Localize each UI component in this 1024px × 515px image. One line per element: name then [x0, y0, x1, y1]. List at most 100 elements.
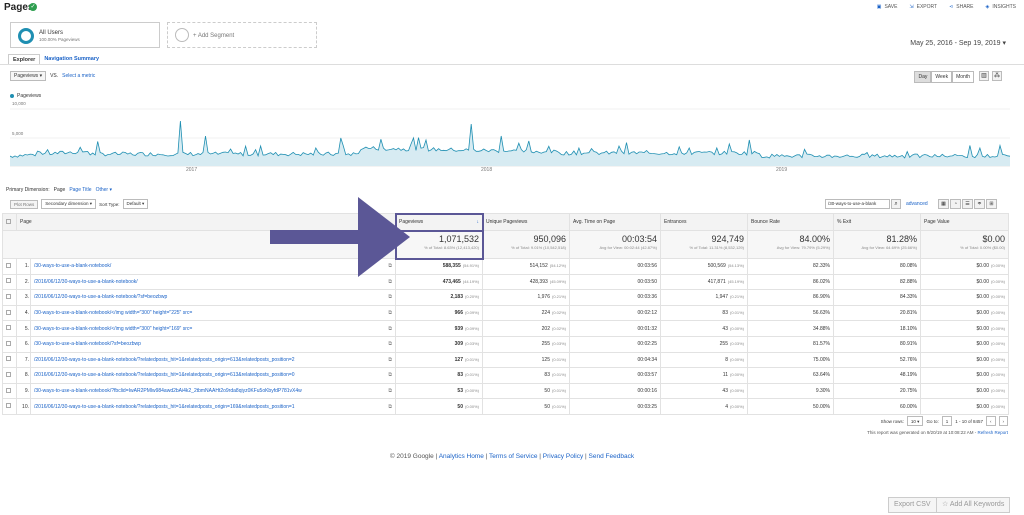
row-checkbox[interactable] [2, 320, 17, 337]
add-segment-button[interactable]: + Add Segment [167, 22, 317, 48]
open-link-icon[interactable]: ⧉ [388, 310, 392, 317]
footer-link-analytics-home[interactable]: Analytics Home [438, 453, 484, 460]
percentage-view-icon[interactable]: ◔ [950, 199, 961, 209]
table-row[interactable]: 6./30-ways-to-use-a-blank-notebook/?sf=b… [2, 335, 1009, 353]
bounce-rate-cell: 81.57% [747, 335, 834, 353]
row-number: 6. [16, 335, 31, 353]
open-link-icon[interactable]: ⧉ [388, 278, 392, 285]
dimension-page-title[interactable]: Page Title [69, 187, 92, 193]
table-row[interactable]: 7./2016/06/12/30-ways-to-use-a-blank-not… [2, 351, 1009, 369]
next-page-button[interactable]: › [998, 416, 1008, 426]
comparison-view-icon[interactable]: ≑ [974, 199, 985, 209]
search-icon[interactable]: ⌕ [891, 199, 901, 209]
footer-link-feedback[interactable]: Send Feedback [588, 453, 635, 460]
open-link-icon[interactable]: ⧉ [388, 356, 392, 363]
table-toolbar: Plot Rows Secondary dimension ▾ Sort Typ… [10, 199, 149, 209]
open-link-icon[interactable]: ⧉ [388, 341, 392, 348]
table-row[interactable]: 5./30-ways-to-use-a-blank-notebook/</img… [2, 320, 1009, 337]
table-row[interactable]: 10./2016/06/12/30-ways-to-use-a-blank-no… [2, 398, 1009, 415]
table-row[interactable]: 9./30-ways-to-use-a-blank-notebook/?fbcl… [2, 382, 1009, 400]
tab-navigation-summary[interactable]: Navigation Summary [40, 54, 104, 65]
page-link[interactable]: /2016/06/12/30-ways-to-use-a-blank-noteb… [30, 351, 396, 369]
segment-all-users[interactable]: All Users 100.00% Pageviews [10, 22, 160, 48]
row-checkbox[interactable] [2, 398, 17, 415]
page-link[interactable]: /30-ways-to-use-a-blank-notebook/?fbclid… [30, 382, 396, 400]
insights-button[interactable]: ◈ INSIGHTS [985, 4, 1016, 10]
row-checkbox[interactable] [2, 258, 17, 275]
table-search-input[interactable]: /30-ways-to-use-a-blank [825, 199, 890, 209]
page-link[interactable]: /2016/06/12/30-ways-to-use-a-blank-noteb… [30, 289, 396, 306]
col-header-avg-time[interactable]: Avg. Time on Page [569, 213, 661, 231]
footer-link-privacy[interactable]: Privacy Policy [542, 453, 584, 460]
export-button[interactable]: ⇲ EXPORT [909, 4, 938, 10]
date-range-picker[interactable]: May 25, 2016 - Sep 19, 2019 ▾ [910, 40, 1006, 47]
table-view-buttons: ▦ ◔ ☰ ≑ ⊞ [938, 199, 997, 209]
entrances-cell: 11 (0.00%) [660, 367, 748, 384]
row-checkbox[interactable] [2, 351, 17, 369]
page-value-cell: $0.00 (0.00%) [920, 335, 1009, 353]
table-row[interactable]: 1./30-ways-to-use-a-blank-notebook/⧉ 588,… [2, 258, 1009, 275]
page-link[interactable]: /30-ways-to-use-a-blank-notebook/</img w… [30, 304, 396, 322]
pivot-view-icon[interactable]: ⊞ [986, 199, 997, 209]
data-view-icon[interactable]: ▦ [938, 199, 949, 209]
tab-explorer[interactable]: Explorer [8, 54, 41, 65]
plot-rows-button[interactable]: Plot Rows [10, 199, 39, 209]
save-button[interactable]: ▣ SAVE [876, 4, 898, 10]
dimension-other[interactable]: Other ▾ [95, 187, 112, 193]
line-chart-icon[interactable]: ▥ [979, 71, 989, 81]
row-number: 2. [16, 273, 31, 291]
pageviews-line-chart [10, 108, 1010, 167]
prev-page-button[interactable]: ‹ [986, 416, 996, 426]
row-number: 10. [16, 398, 31, 415]
select-metric-link[interactable]: Select a metric [62, 73, 96, 79]
pageviews-line [10, 120, 1010, 159]
page-link[interactable]: /2016/06/12/30-ways-to-use-a-blank-noteb… [30, 367, 396, 384]
open-link-icon[interactable]: ⧉ [388, 294, 392, 301]
row-checkbox[interactable] [2, 289, 17, 306]
select-all-checkbox[interactable] [2, 213, 17, 231]
row-checkbox[interactable] [2, 367, 17, 384]
page-link[interactable]: /30-ways-to-use-a-blank-notebook/?sf=beo… [30, 335, 396, 353]
period-day-button[interactable]: Day [914, 71, 932, 83]
col-header-exit[interactable]: % Exit [833, 213, 921, 231]
refresh-report-link[interactable]: Refresh Report [977, 430, 1008, 435]
export-csv-button[interactable]: Export CSV [888, 497, 937, 513]
performance-view-icon[interactable]: ☰ [962, 199, 973, 209]
metric-select[interactable]: Pageviews ▾ [10, 71, 47, 81]
legend-series-label: Pageviews [17, 93, 42, 99]
period-month-button[interactable]: Month [952, 71, 974, 83]
period-week-button[interactable]: Week [931, 71, 953, 83]
page-link[interactable]: /30-ways-to-use-a-blank-notebook/</img w… [30, 320, 396, 337]
open-link-icon[interactable]: ⧉ [388, 263, 392, 270]
table-row[interactable]: 2./2016/06/12/30-ways-to-use-a-blank-not… [2, 273, 1009, 291]
col-header-bounce-rate[interactable]: Bounce Rate [747, 213, 834, 231]
row-checkbox[interactable] [2, 273, 17, 291]
col-header-page-value[interactable]: Page Value [920, 213, 1009, 231]
open-link-icon[interactable]: ⧉ [388, 325, 392, 332]
row-checkbox[interactable] [2, 382, 17, 400]
open-link-icon[interactable]: ⧉ [388, 388, 392, 395]
page-value-cell: $0.00 (0.00%) [920, 304, 1009, 322]
table-row[interactable]: 4./30-ways-to-use-a-blank-notebook/</img… [2, 304, 1009, 322]
show-rows-select[interactable]: 10 ▾ [906, 416, 924, 426]
footer-link-terms[interactable]: Terms of Service [489, 453, 538, 460]
advanced-filter-link[interactable]: advanced [906, 201, 928, 207]
motion-chart-icon[interactable]: ⁂ [992, 71, 1002, 81]
page-link[interactable]: /2016/06/12/30-ways-to-use-a-blank-noteb… [30, 398, 396, 415]
sort-type-select[interactable]: Default ▾ [122, 199, 149, 209]
row-checkbox[interactable] [2, 304, 17, 322]
dimension-page[interactable]: Page [53, 187, 66, 193]
row-checkbox[interactable] [2, 335, 17, 353]
table-row[interactable]: 3./2016/06/12/30-ways-to-use-a-blank-not… [2, 289, 1009, 306]
goto-input[interactable]: 1 [941, 416, 953, 426]
col-header-pageviews[interactable]: Pageviews ↓ [394, 212, 484, 232]
open-link-icon[interactable]: ⧉ [388, 372, 392, 379]
share-button[interactable]: ⋖ SHARE [949, 4, 974, 10]
table-row[interactable]: 8./2016/06/12/30-ways-to-use-a-blank-not… [2, 367, 1009, 384]
y-tick-label: 10,000 [12, 101, 26, 106]
add-all-keywords-button[interactable]: ☆ Add All Keywords [936, 497, 1011, 513]
col-header-entrances[interactable]: Entrances [660, 213, 748, 231]
open-link-icon[interactable]: ⧉ [388, 403, 392, 410]
secondary-dimension-select[interactable]: Secondary dimension ▾ [41, 199, 97, 209]
col-header-unique-pageviews[interactable]: Unique Pageviews [482, 213, 570, 231]
